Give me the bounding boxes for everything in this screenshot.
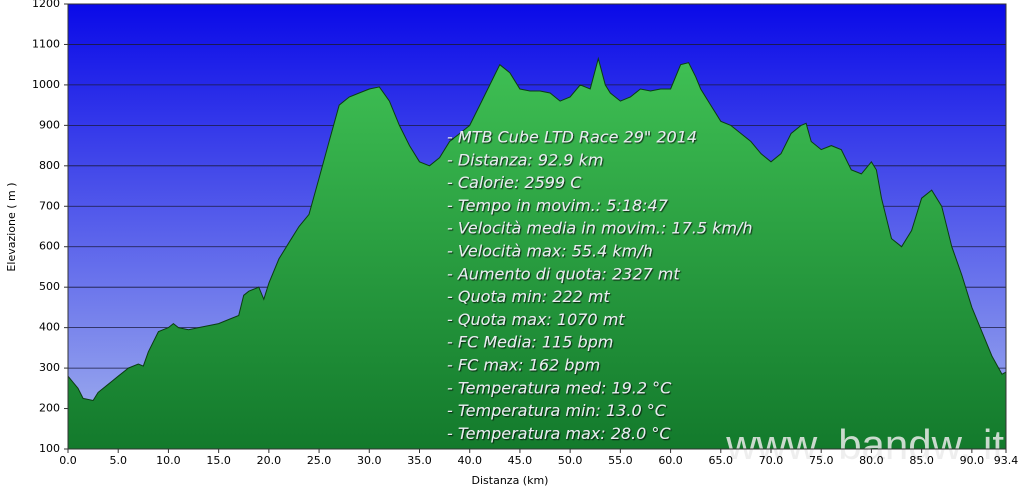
x-tick-label: 85.0 [909,454,934,467]
x-tick-label: 10.0 [156,454,181,467]
x-tick-label: 5.0 [109,454,127,467]
y-tick-label: 1000 [32,78,60,91]
x-tick-label: 35.0 [407,454,432,467]
x-tick-label: 15.0 [206,454,231,467]
stats-line: - FC max: 162 bpm [447,356,600,375]
x-tick-label: 90.0 [960,454,985,467]
stats-line: - Temperatura min: 13.0 °C [447,401,667,420]
y-tick-label: 400 [39,321,60,334]
x-tick-label: 30.0 [357,454,382,467]
y-tick-label: 100 [39,442,60,455]
y-tick-label: 900 [39,118,60,131]
elevation-area [67,56,1007,450]
x-tick-label: 55.0 [608,454,633,467]
x-tick-label: 45.0 [508,454,533,467]
stats-line: - Temperatura max: 28.0 °C [447,424,671,443]
stats-line: - Temperatura med: 19.2 °C [447,378,672,397]
stats-line: - Velocità max: 55.4 km/h [447,242,653,261]
y-tick-label: 200 [39,402,60,415]
y-tick-label: 300 [39,361,60,374]
x-tick-label: 0.0 [59,454,77,467]
x-tick-label: 20.0 [257,454,282,467]
stats-line: - MTB Cube LTD Race 29" 2014 [447,128,697,147]
plot-border [67,3,1007,450]
stats-line: - Aumento di quota: 2327 mt [447,264,680,283]
x-tick-label: 80.0 [859,454,884,467]
stats-line: - Quota min: 222 mt [447,287,610,306]
x-axis-title: Distanza (km) [472,474,549,487]
watermark: www. bandw. it [725,421,1004,468]
x-tick-label: 65.0 [709,454,734,467]
stats-line: - FC Media: 115 bpm [447,333,613,352]
y-axis-title: Elevazione ( m ) [5,182,18,271]
stats-line: - Distanza: 92.9 km [447,150,603,169]
x-tick-label: 60.0 [658,454,683,467]
y-tick-label: 500 [39,280,60,293]
y-tick-label: 800 [39,159,60,172]
x-tick-label: 93.4 [994,454,1019,467]
x-tick-label: 50.0 [558,454,583,467]
x-tick-label: 25.0 [307,454,332,467]
stats-line: - Quota max: 1070 mt [447,310,625,329]
y-tick-label: 1100 [32,37,60,50]
stats-line: - Velocità media in movim.: 17.5 km/h [447,219,752,238]
stats-line: - Tempo in movim.: 5:18:47 [447,196,669,215]
y-tick-label: 700 [39,199,60,212]
stats-line: - Calorie: 2599 C [447,173,582,192]
y-tick-label: 1200 [32,0,60,10]
x-tick-label: 40.0 [457,454,482,467]
y-tick-label: 600 [39,240,60,253]
x-tick-label: 70.0 [759,454,784,467]
x-tick-label: 75.0 [809,454,834,467]
